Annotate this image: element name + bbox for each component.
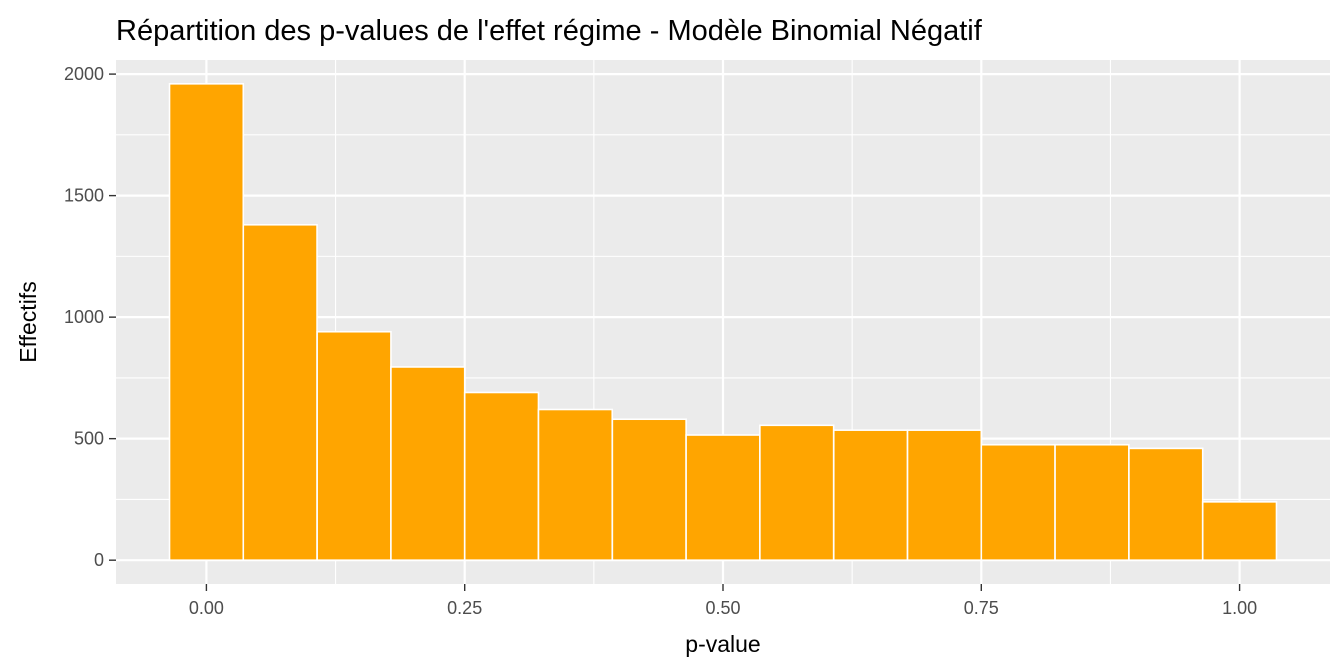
chart-title: Répartition des p-values de l'effet régi… <box>116 15 983 47</box>
y-axis: 0 500 1000 1500 2000 <box>64 64 116 570</box>
x-tick-label: 0.00 <box>189 598 224 618</box>
x-axis-title: p-value <box>685 631 760 657</box>
histogram-bar <box>1201 501 1278 561</box>
histogram-bar <box>1054 443 1130 561</box>
histogram-bar <box>906 429 983 561</box>
x-tick-label: 1.00 <box>1222 598 1257 618</box>
histogram-bar <box>980 443 1056 561</box>
x-tick-label: 0.25 <box>447 598 482 618</box>
y-tick-label: 500 <box>74 429 104 449</box>
histogram-bar <box>611 418 687 561</box>
histogram-bar <box>832 429 909 561</box>
histogram-bar <box>390 366 466 561</box>
histogram-bar <box>685 434 761 561</box>
x-tick-label: 0.75 <box>964 598 999 618</box>
histogram-bar <box>316 330 392 561</box>
x-axis: 0.00 0.25 0.50 0.75 1.00 <box>189 584 1257 618</box>
y-tick-label: 0 <box>94 550 104 570</box>
y-tick-label: 1500 <box>64 186 104 206</box>
histogram-bar <box>759 424 835 561</box>
histogram-bar <box>463 391 540 561</box>
y-tick-label: 1000 <box>64 307 104 327</box>
histogram-bar <box>1128 447 1204 561</box>
bars-group <box>168 83 1278 561</box>
histogram-bar <box>168 83 245 561</box>
histogram-bar <box>537 408 614 561</box>
x-tick-label: 0.50 <box>705 598 740 618</box>
y-axis-title: Effectifs <box>15 281 41 362</box>
histogram-bar <box>242 223 318 561</box>
y-tick-label: 2000 <box>64 64 104 84</box>
